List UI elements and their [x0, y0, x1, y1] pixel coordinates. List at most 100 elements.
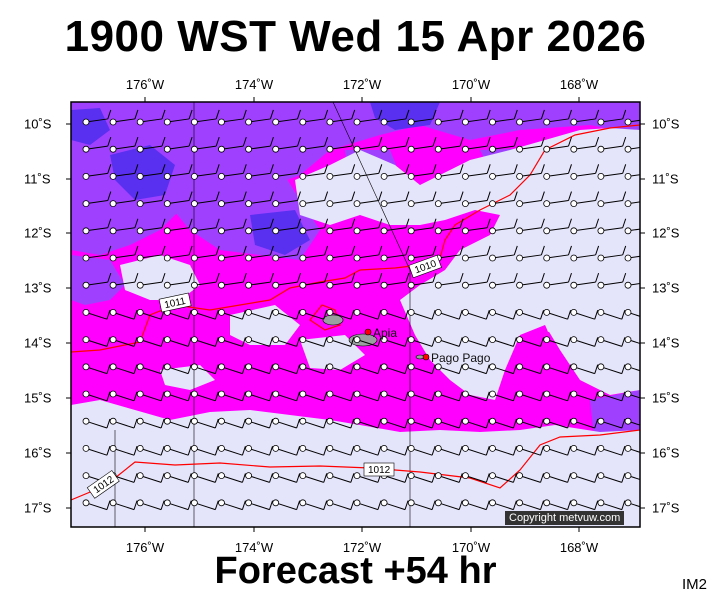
wind-barb-station — [272, 281, 280, 289]
wind-barb — [573, 475, 595, 483]
wind-barb — [221, 447, 243, 456]
wind-barb-feather — [241, 391, 246, 401]
wind-barb-feather — [297, 245, 301, 256]
wind-barb — [600, 339, 622, 347]
wind-barb — [411, 339, 433, 347]
wind-barb — [465, 502, 487, 511]
wind-barb — [194, 502, 216, 511]
wind-barb-feather — [187, 364, 192, 374]
wind-barb — [140, 447, 162, 456]
left-lat-label-11s: 11˚S — [24, 171, 51, 187]
wind-barb-feather — [595, 109, 600, 120]
wind-barb-station — [109, 390, 117, 398]
wind-barb-feather — [134, 272, 139, 283]
wind-barb-feather — [650, 137, 653, 146]
wind-barb-feather — [214, 500, 219, 510]
wind-barb-feather — [269, 310, 273, 320]
wind-barb-station — [136, 390, 144, 398]
wind-barb — [302, 420, 324, 429]
wind-barb-feather — [269, 136, 274, 147]
wind-barb-station — [218, 336, 225, 344]
left-lat-label-12s: 12˚S — [24, 225, 52, 241]
wind-barb-station — [190, 281, 198, 289]
wind-barb-station — [570, 336, 578, 344]
wind-barb-feather — [486, 136, 491, 147]
wind-barb — [302, 393, 324, 402]
wind-barb-station — [190, 118, 198, 126]
wind-barb-station — [326, 499, 334, 507]
wind-barb-station — [570, 281, 578, 289]
wind-barb — [248, 254, 271, 259]
wind-barb-feather — [134, 136, 139, 147]
wind-barb-feather — [540, 418, 544, 429]
wind-barb-station — [136, 472, 144, 480]
wind-barb-station — [272, 308, 280, 316]
wind-barb-feather — [485, 337, 490, 347]
wind-barb-station — [597, 499, 605, 507]
wind-barb-feather — [296, 418, 301, 429]
wind-barb-feather — [486, 164, 491, 174]
top-lon-label-174w: 174˚W — [234, 77, 274, 92]
wind-barb-station — [624, 472, 632, 480]
wind-barb-station — [218, 172, 225, 180]
wind-barb — [546, 366, 568, 375]
wind-barb-feather — [486, 245, 491, 256]
wind-barb — [627, 255, 640, 259]
wind-barb — [627, 283, 640, 286]
wind-barb-feather — [377, 364, 382, 374]
wind-barb — [384, 172, 406, 177]
wind-barb-station — [245, 145, 253, 153]
wind-barb-feather — [621, 310, 626, 320]
wind-barb-station — [245, 363, 253, 371]
wind-barb — [140, 475, 162, 483]
wind-barb — [600, 393, 622, 402]
wind-barb-feather — [323, 364, 328, 374]
wind-barb — [302, 145, 325, 150]
wind-barb-station — [434, 499, 442, 507]
wind-barb-station — [570, 499, 578, 507]
wind-barb — [627, 147, 640, 150]
wind-barb — [167, 502, 189, 511]
wind-barb-station — [299, 308, 307, 316]
wind-barb-station — [272, 336, 280, 344]
blue-wind-region — [110, 145, 175, 200]
wind-barb-feather — [513, 218, 518, 228]
wind-barb — [465, 447, 487, 456]
wind-barb — [302, 339, 324, 347]
wind-barb — [519, 281, 542, 286]
wind-barb — [356, 475, 379, 483]
wind-barb-station — [543, 200, 551, 208]
wind-barb-feather — [350, 446, 355, 456]
wind-barb — [465, 475, 487, 483]
wind-barb-station — [245, 417, 253, 425]
wind-barb-station — [570, 363, 578, 371]
wind-barb-feather — [160, 446, 165, 456]
wind-barb-feather — [214, 473, 219, 483]
wind-barb-station — [190, 499, 198, 507]
wind-barb-station — [109, 363, 117, 371]
wind-barb — [411, 393, 433, 402]
wind-barb-station — [299, 145, 307, 153]
wind-barb — [302, 502, 324, 511]
wind-barb-station — [597, 118, 605, 126]
wind-barb — [194, 118, 217, 123]
wind-barb-feather — [133, 500, 138, 510]
wind-barb — [384, 145, 406, 150]
wind-barb — [85, 227, 108, 232]
wind-barb-station — [570, 308, 578, 316]
wind-barb-station — [109, 118, 117, 126]
wind-barb — [627, 447, 640, 453]
wind-barb — [411, 502, 433, 511]
wind-barb-feather — [459, 218, 464, 228]
wind-barb-station — [163, 336, 171, 344]
left-lat-label-13s: 13˚S — [24, 280, 52, 296]
wind-barb — [438, 502, 460, 511]
wind-barb — [627, 174, 640, 177]
wind-barb-station — [353, 200, 361, 208]
wind-barb-feather — [404, 391, 409, 401]
wind-barb-feather — [377, 500, 382, 510]
blue-wind-region — [71, 108, 110, 145]
wind-barb-feather — [621, 500, 626, 510]
wind-barb — [356, 420, 379, 429]
wind-barb-station — [380, 200, 388, 208]
